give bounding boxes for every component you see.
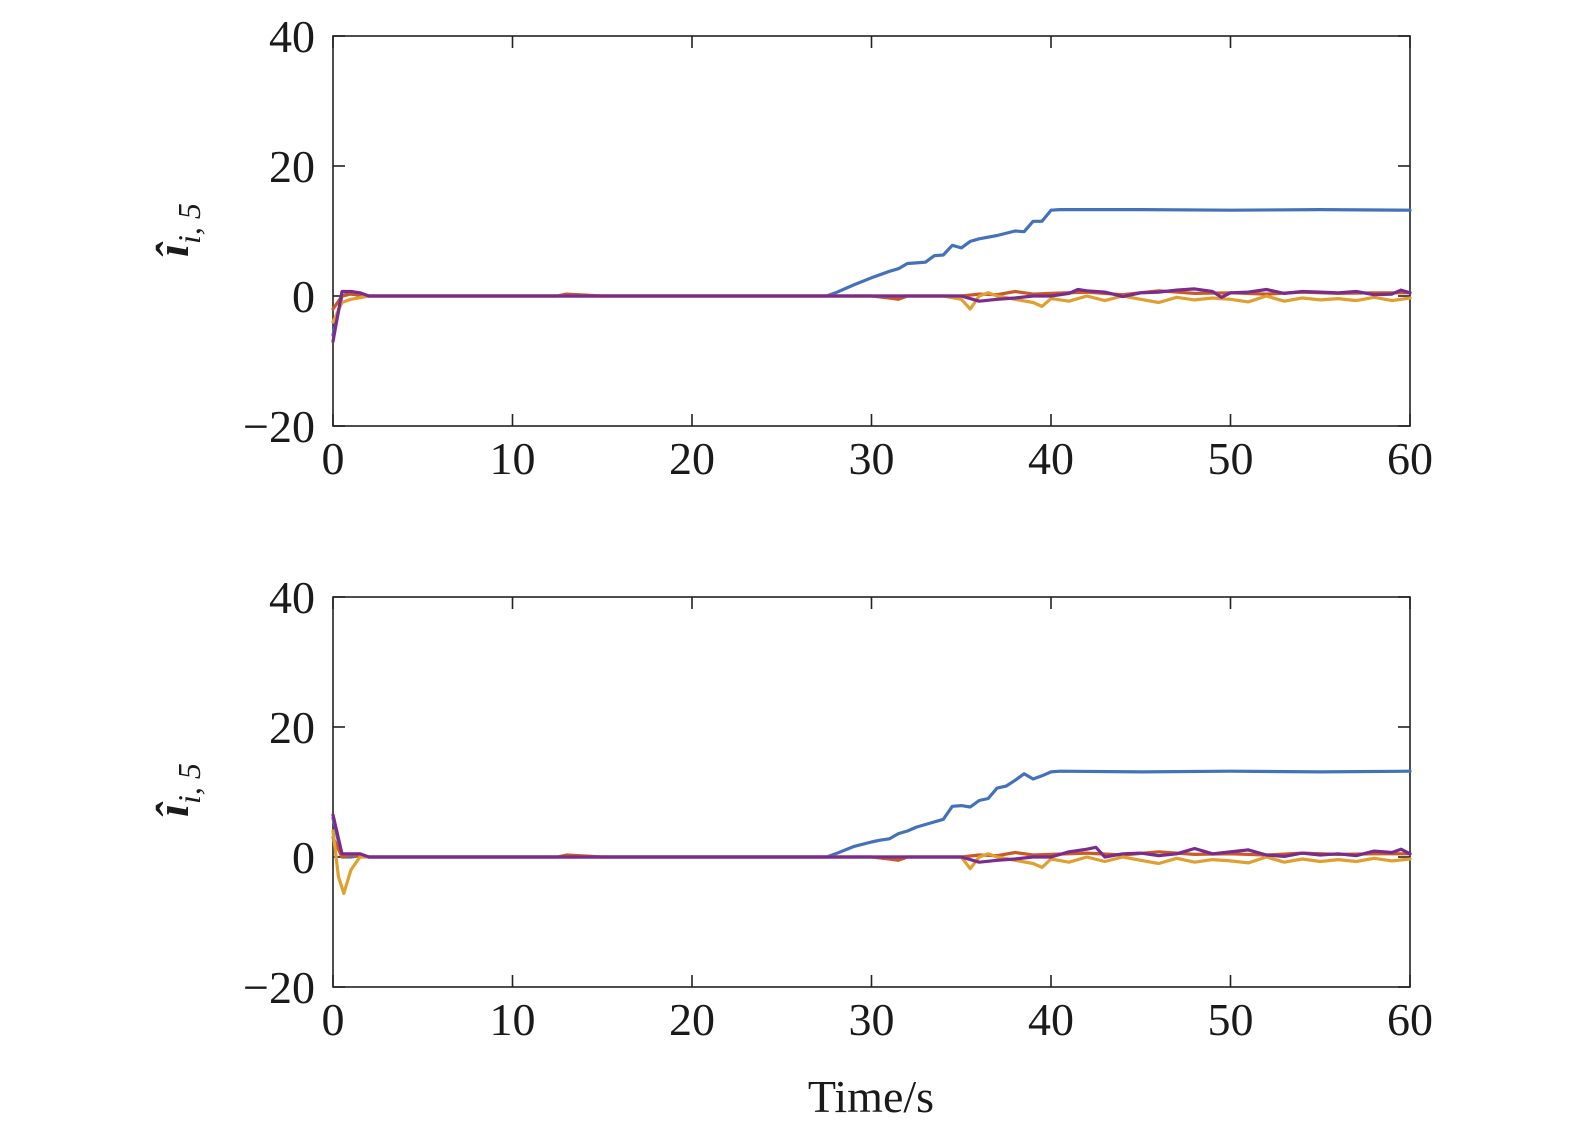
bottom-series-line-4 [331,813,1412,864]
top-y-tick-label: 0 [292,271,315,322]
top-x-tick-label: 40 [1028,433,1074,484]
bottom-y-tick-label: 0 [292,832,315,883]
bottom-series-line-3 [331,829,1412,896]
top-y-axis-subscript: i, 5 [171,203,207,244]
bottom-x-tick-label: 10 [490,994,536,1045]
bottom-series [331,769,1412,896]
bottom-series-line-1 [331,769,1412,859]
x-axis-title: Time/s [808,1071,934,1122]
top-ticks [332,35,1411,427]
bottom-x-tick-label: 50 [1208,994,1254,1045]
bottom-plot-frame [332,596,1411,988]
bottom-y-axis-subscript: i, 5 [171,763,207,804]
top-x-tick-label: 20 [669,433,715,484]
bottom-x-tick-label: 0 [322,994,345,1045]
top-series-line-1 [331,208,1412,337]
bottom-y-tick-label: −20 [243,962,315,1013]
top-x-tick-label: 60 [1387,433,1433,484]
bottom-y-tick-label: 40 [269,572,315,623]
bottom-y-axis-label: îi, 5 [147,763,207,817]
top-x-tick-label: 0 [322,433,345,484]
bottom-x-tick-label: 40 [1028,994,1074,1045]
top-y-axis-symbol: î [147,241,198,257]
bottom-ticks [332,596,1411,988]
top-y-tick-label: 40 [269,11,315,62]
top-series-line-4 [331,287,1412,344]
top-x-tick-label: 50 [1208,433,1254,484]
top-series [331,208,1412,344]
bottom-x-tick-label: 60 [1387,994,1433,1045]
top-plot-frame [332,35,1411,427]
top-x-tick-label: 30 [849,433,895,484]
bottom-y-axis-symbol: î [147,801,198,817]
top-x-tick-label: 10 [490,433,536,484]
top-y-axis-label: îi, 5 [147,203,207,257]
bottom-y-tick-label: 20 [269,702,315,753]
bottom-x-tick-label: 30 [849,994,895,1045]
top-y-tick-label: −20 [243,401,315,452]
bottom-x-tick-label: 20 [669,994,715,1045]
top-y-tick-label: 20 [269,141,315,192]
